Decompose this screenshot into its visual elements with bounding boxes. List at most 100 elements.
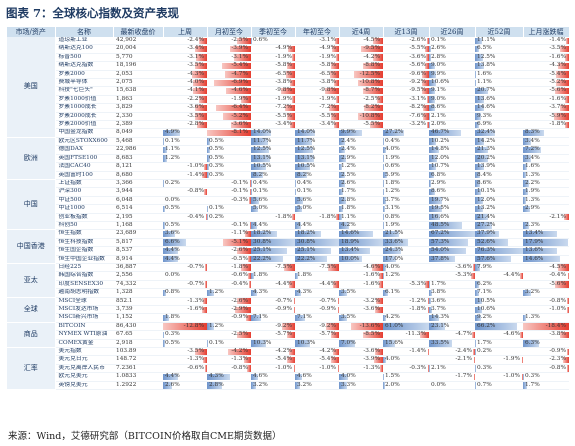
return-cell: 57.6%	[475, 255, 523, 264]
return-value: 1.7%	[525, 381, 540, 388]
return-cell: 9.0%	[429, 95, 475, 105]
table-row: 纳斯达克指数 18,196 -3.5% -5.4% -5.8% -5.8% -8.8% -5.…	[7, 61, 569, 71]
return-cell: -3.1%	[163, 53, 207, 63]
return-cell: -0.8%	[163, 187, 207, 197]
positive-bar	[429, 87, 436, 95]
positive-bar	[475, 222, 493, 229]
region-label: 美国	[7, 37, 56, 138]
return-cell: 8.4%	[475, 171, 523, 180]
return-cell: 7.0%	[339, 339, 383, 349]
positive-bar	[163, 331, 165, 339]
return-cell: -0.9%	[295, 305, 339, 315]
negative-bar	[563, 356, 569, 364]
return-value: 9.1%	[431, 87, 446, 94]
negative-bar	[421, 87, 429, 95]
return-cell: -3.9%	[339, 355, 383, 365]
return-value: 1.7%	[341, 188, 356, 195]
negative-bar	[288, 281, 295, 288]
return-cell: 0.3%	[475, 364, 523, 374]
asset-name: 上证指数	[55, 178, 113, 189]
positive-bar	[429, 113, 431, 120]
return-cell: -2.3%	[523, 355, 569, 365]
return-value: 18.2%	[253, 230, 272, 237]
asset-name: 美元指数	[55, 347, 113, 357]
return-cell: -3.4%	[251, 120, 295, 130]
positive-bar	[339, 197, 346, 204]
negative-bar	[337, 306, 339, 313]
return-cell: 14.3%	[429, 313, 475, 323]
return-cell: 11.1%	[475, 37, 523, 46]
positive-bar	[523, 222, 529, 229]
positive-bar	[251, 37, 253, 44]
positive-bar	[475, 155, 488, 162]
return-cell: -3.6%	[339, 305, 383, 315]
return-cell: -1.3%	[207, 355, 251, 365]
negative-bar	[521, 356, 523, 364]
return-cell: -7.5%	[295, 262, 339, 273]
positive-bar	[339, 247, 371, 255]
return-cell: -1.6%	[339, 280, 383, 290]
return-cell: 3.1%	[383, 204, 429, 214]
negative-bar	[567, 365, 569, 372]
return-cell: -3.8%	[251, 78, 295, 88]
latest-close: 1,863	[113, 95, 163, 105]
table-row: 中国 上证指数 3,366 0.2% -0.1% 0.4% 0.4% 2.6% 1.8% 2.9%…	[7, 178, 569, 231]
negative-bar	[425, 281, 429, 288]
return-cell: 2.9%	[429, 178, 475, 189]
latest-close: 3,829	[113, 103, 163, 113]
return-cell: -3.1%	[207, 53, 251, 63]
return-value: -3.2%	[363, 297, 380, 304]
positive-bar	[295, 138, 312, 145]
return-cell: 3.4%	[523, 136, 569, 147]
return-value: 7.2%	[525, 146, 540, 153]
positive-bar	[339, 222, 349, 229]
return-cell: 1.6%	[475, 70, 523, 80]
positive-bar	[339, 239, 383, 246]
return-cell: -2.5%	[207, 37, 251, 46]
positive-bar	[475, 214, 489, 221]
return-cell: -0.7%	[163, 280, 207, 290]
return-value: -1.1%	[231, 230, 248, 237]
return-value: -1.0%	[503, 373, 520, 380]
positive-bar	[429, 256, 455, 263]
return-cell: -5.8%	[251, 61, 295, 71]
return-cell: -1.0%	[295, 364, 339, 374]
return-value: -6.5%	[319, 70, 336, 77]
positive-bar	[339, 214, 342, 221]
return-cell: -0.6%	[207, 271, 251, 281]
positive-bar	[163, 155, 168, 162]
latest-close: 36,887	[113, 262, 163, 273]
return-value: -3.5%	[187, 62, 204, 69]
return-value: 24.3%	[385, 247, 404, 254]
return-cell: 37.9%	[475, 229, 523, 239]
return-cell: 13.6%	[475, 95, 523, 105]
table-row: 中国香港 恒生指数 23,689 3.6% -1.1% 18.2% 18.2% 14.6% 21…	[7, 229, 569, 264]
return-cell: -1.6%	[339, 271, 383, 281]
return-cell: 4.0%	[383, 355, 429, 365]
return-cell: 67.2%	[429, 229, 475, 239]
return-value: -0.1%	[231, 188, 248, 195]
negative-bar	[332, 281, 339, 288]
return-value: 16.6%	[431, 213, 450, 220]
return-value: 0.2%	[165, 179, 180, 186]
return-value: 33.6%	[385, 238, 404, 245]
return-value: -0.9%	[231, 314, 248, 321]
return-value: 0.0%	[431, 381, 446, 388]
negative-bar	[204, 264, 207, 271]
positive-bar	[429, 197, 443, 204]
return-value: 10.2%	[431, 137, 450, 144]
table-row: 美元兑离岸人民币 7.2361 -0.6% -0.8% -1.0% -1.0% -1.3% -…	[7, 364, 569, 374]
positive-bar	[339, 230, 373, 238]
return-value: -3.4%	[275, 121, 292, 128]
return-cell: 7.2%	[523, 145, 569, 155]
negative-bar	[377, 96, 383, 103]
positive-bar	[383, 256, 396, 263]
return-cell: 25.1%	[295, 246, 339, 256]
negative-bar	[249, 197, 251, 204]
return-value: -7.5%	[275, 263, 292, 270]
table-row: 纳斯达克100 20,004 -3.4% -3.9% -4.9% -4.9% -9.5% -5…	[7, 44, 569, 54]
return-value: 4.3%	[297, 289, 312, 296]
positive-bar	[251, 138, 268, 145]
table-row: 美国 道琼斯工业 42,902 -2.4% -2.5% 0.6% -3.1% -4.5% -2.…	[7, 37, 569, 138]
return-cell: 14.0%	[251, 128, 295, 138]
